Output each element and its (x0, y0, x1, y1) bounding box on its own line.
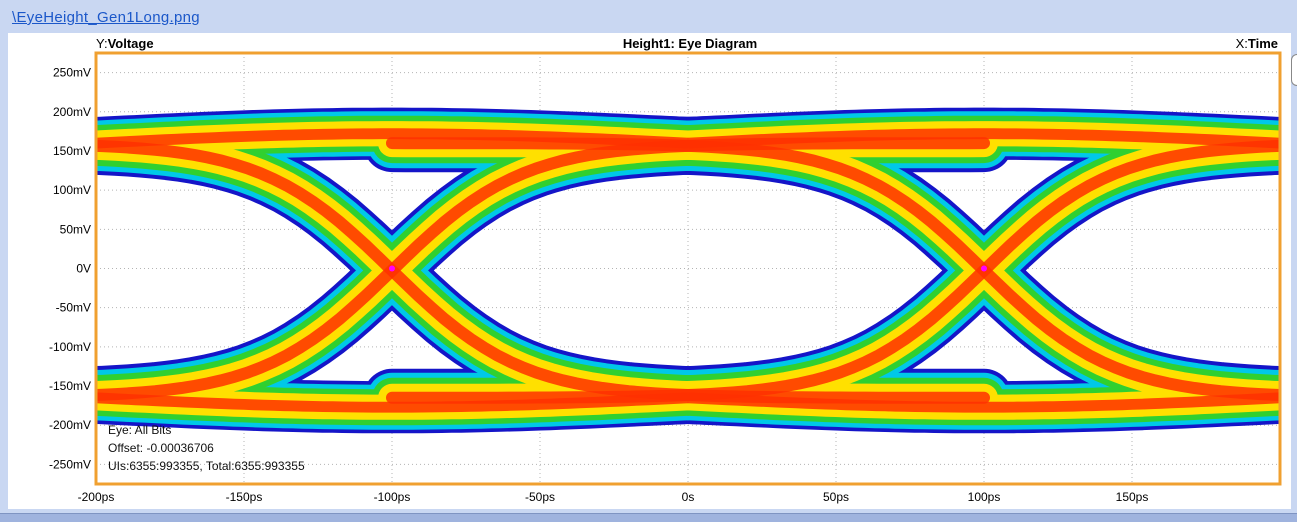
eye-level-trace (96, 397, 98, 424)
eye-level-trace (96, 128, 689, 149)
chart-title: Height1: Eye Diagram (623, 36, 757, 51)
eye-level-trace (1279, 397, 1280, 411)
eye-level-trace (96, 397, 97, 411)
panel-resize-handle[interactable] (1291, 54, 1297, 86)
eye-level-trace (96, 397, 98, 421)
eye-level-trace (1279, 397, 1280, 404)
eye-level-trace (687, 128, 1280, 149)
y-tick-label: -200mV (49, 418, 91, 432)
eye-level-trace (96, 120, 98, 144)
y-tick-label: -250mV (49, 457, 91, 471)
eye-level-trace (1278, 397, 1280, 424)
x-tick-label: -150ps (226, 490, 263, 504)
file-link[interactable]: \EyeHeight_Gen1Long.png (12, 9, 200, 26)
info-line-1: Eye: All Bits (108, 423, 171, 437)
info-box: Eye: All Bits Offset: -0.00036706 UIs:63… (108, 423, 305, 473)
eye-level-trace (96, 392, 689, 413)
eye-level-trace (1279, 397, 1280, 416)
eye-level-trace (96, 137, 97, 144)
x-axis-ticks: -200ps -150ps -100ps -50ps 0s 50ps 100ps 150ps (78, 490, 1149, 504)
y-axis-label: Y:Voltage (96, 36, 154, 51)
x-tick-label: 50ps (823, 490, 849, 504)
status-strip (0, 513, 1297, 522)
eye-level-trace (1278, 397, 1280, 421)
eye-level-trace (687, 392, 1280, 413)
eye-level-trace (96, 125, 97, 144)
eye-level-trace (1278, 120, 1280, 144)
y-tick-label: 150mV (53, 144, 91, 158)
crossing-marker (981, 265, 987, 272)
y-tick-label: -150mV (49, 379, 91, 393)
crossing-marker (389, 265, 395, 272)
x-axis-label: X:Time (1236, 36, 1278, 51)
y-tick-label: -100mV (49, 340, 91, 354)
y-tick-label: 250mV (53, 66, 91, 80)
x-tick-label: 100ps (968, 490, 1001, 504)
eye-level-trace (96, 130, 97, 144)
y-tick-label: 0V (76, 262, 91, 276)
eye-level-trace (1279, 137, 1280, 144)
eye-level-trace (1279, 125, 1280, 144)
crossing-markers (389, 265, 987, 272)
y-tick-label: -50mV (56, 301, 91, 315)
eye-level-trace (96, 397, 97, 416)
eye-level-trace (96, 397, 97, 404)
x-tick-label: 150ps (1116, 490, 1149, 504)
x-tick-label: -50ps (525, 490, 555, 504)
eye-level-trace (96, 116, 98, 144)
info-line-3: UIs:6355:993355, Total:6355:993355 (108, 459, 305, 473)
x-tick-label: -100ps (374, 490, 411, 504)
y-tick-label: 200mV (53, 105, 91, 119)
y-axis-ticks: 250mV 200mV 150mV 100mV 50mV 0V -50mV -100mV -15… (49, 66, 91, 472)
x-tick-label: 0s (682, 490, 695, 504)
x-tick-label: -200ps (78, 490, 115, 504)
plot-frame[interactable] (94, 51, 1282, 486)
eye-level-trace (1279, 130, 1280, 144)
y-tick-label: 50mV (60, 222, 91, 236)
info-line-2: Offset: -0.00036706 (108, 441, 214, 455)
y-tick-label: 100mV (53, 183, 91, 197)
eye-level-trace (1278, 116, 1280, 144)
